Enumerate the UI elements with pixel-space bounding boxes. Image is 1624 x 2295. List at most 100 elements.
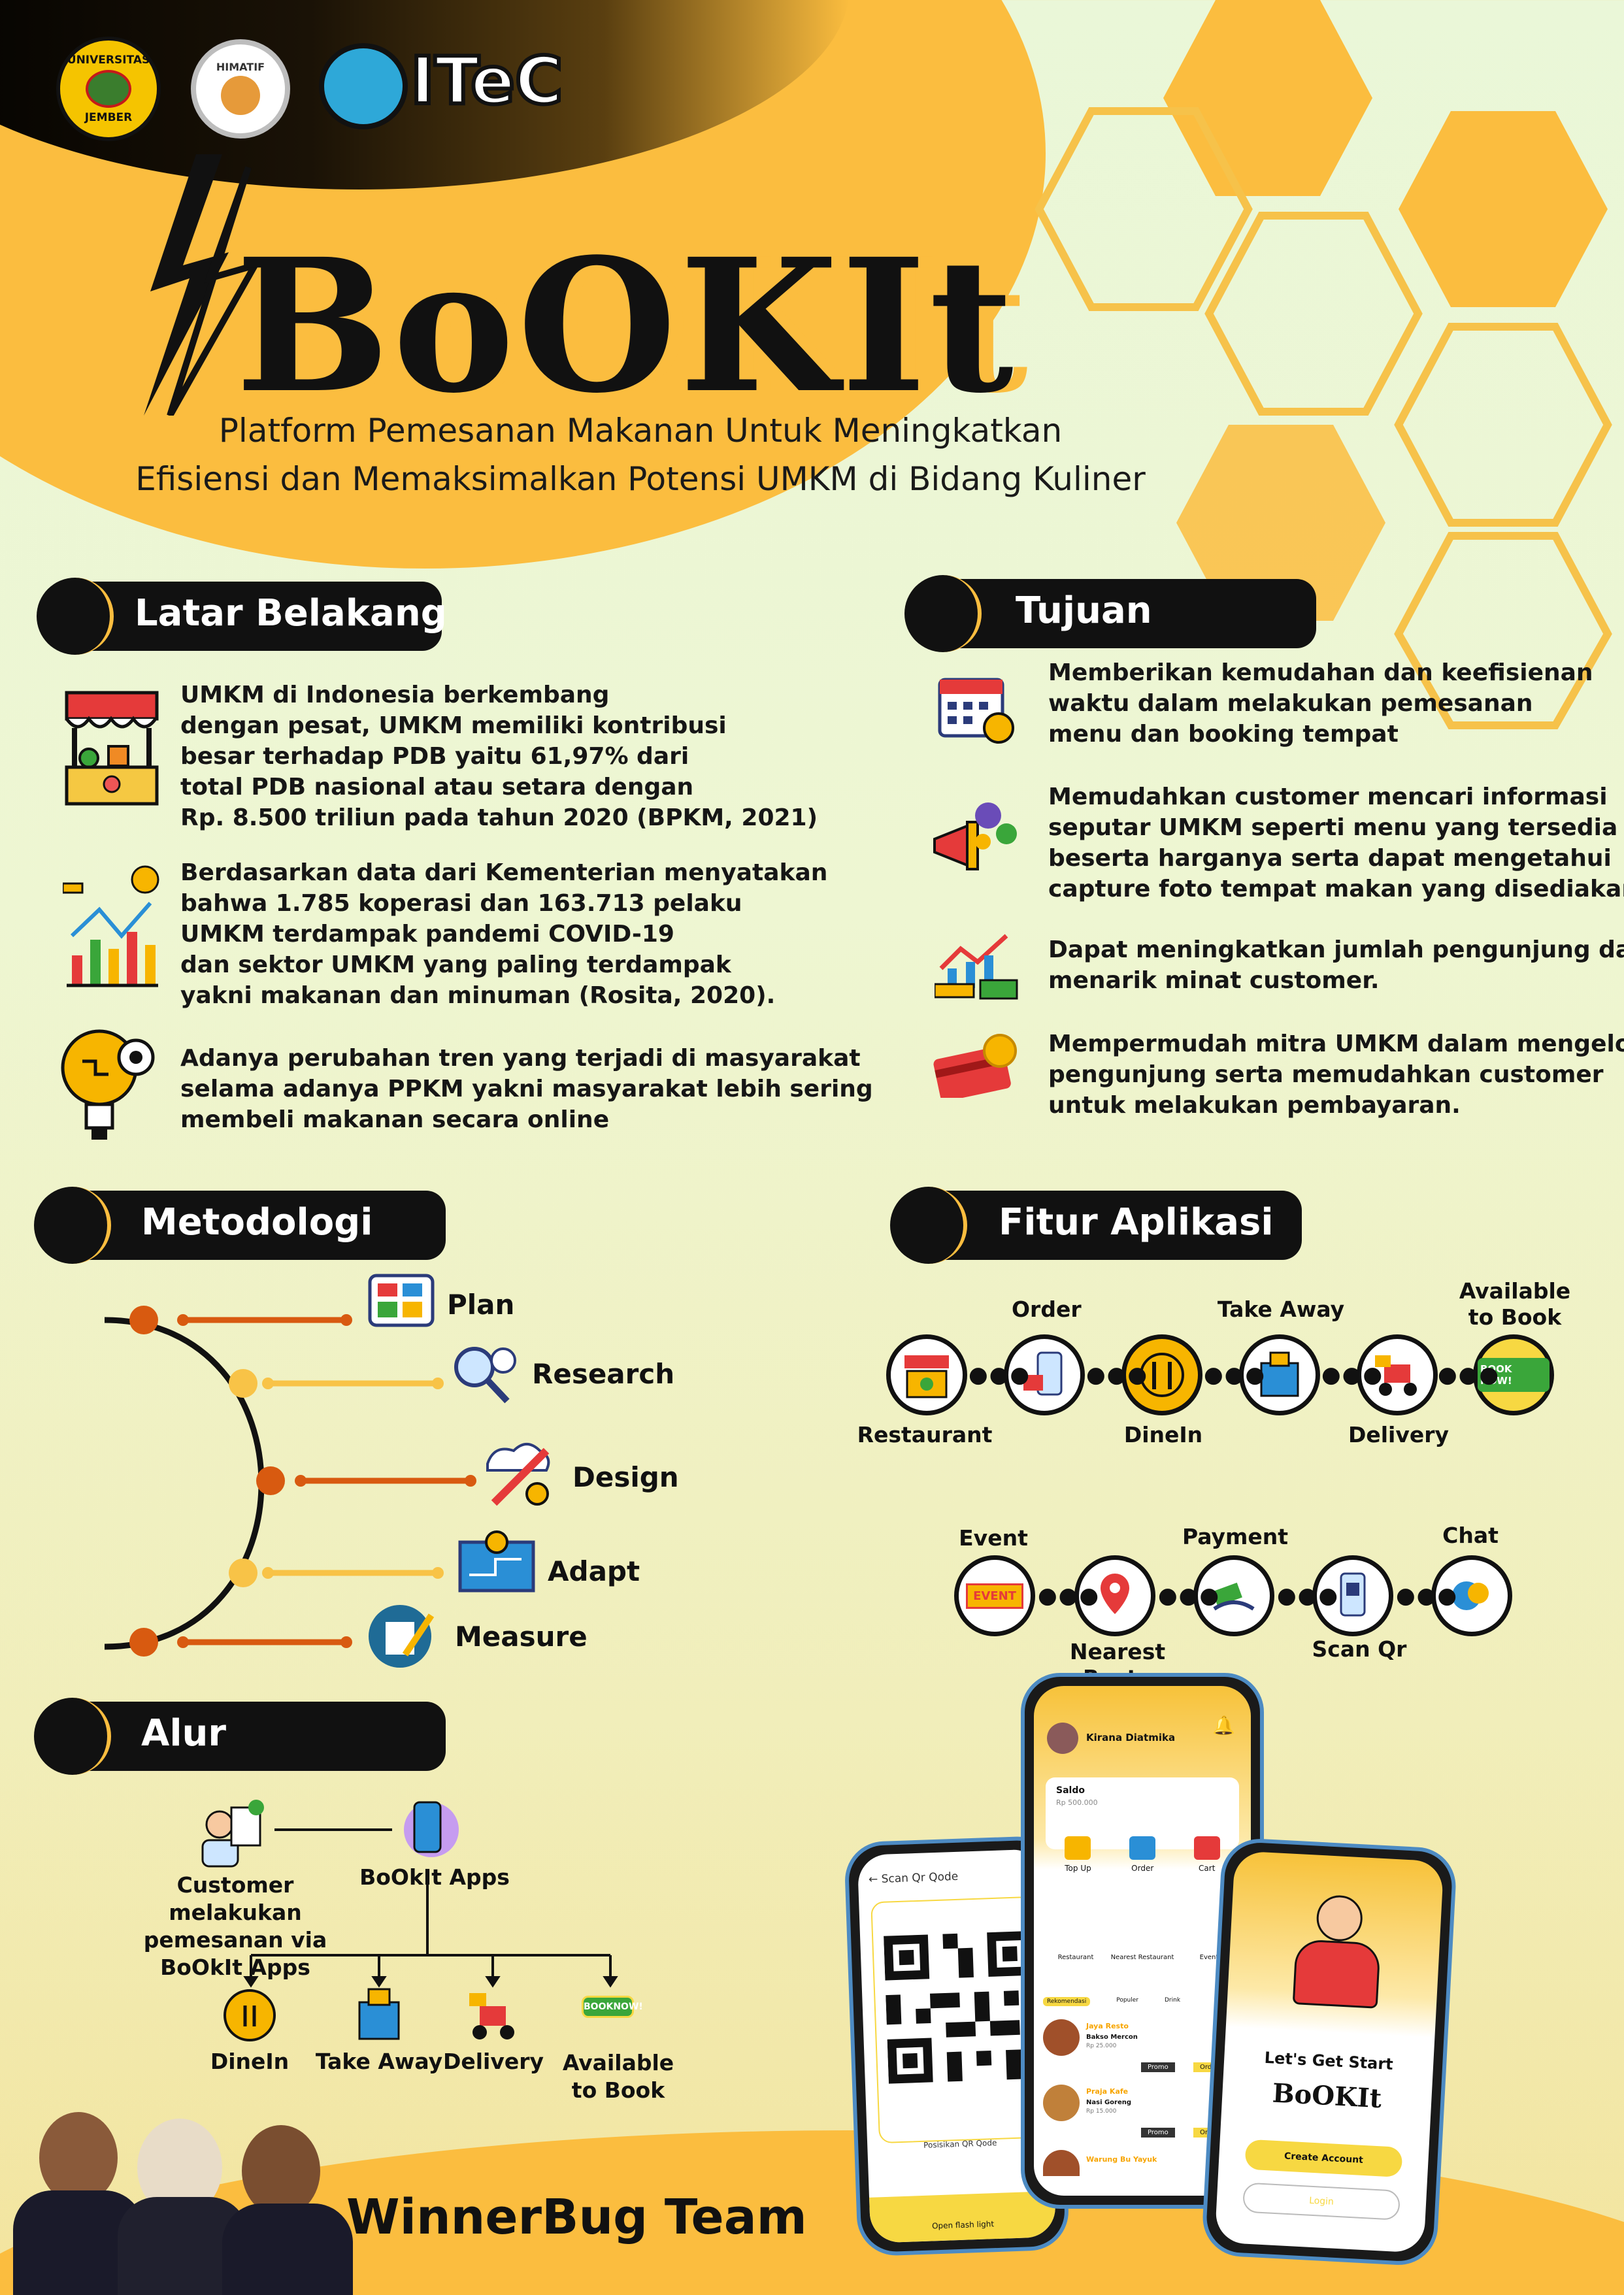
phone-start-mockup: Let's Get Start BoOKIt Create Account Lo…	[1201, 1837, 1458, 2267]
team-name: WinnerBug Team	[346, 2189, 807, 2245]
feature-scan-qr	[1312, 1555, 1393, 1636]
feature-event: EVENT	[954, 1555, 1035, 1636]
flow-customer-label: Customer melakukan pemesanan via BoOkIt …	[143, 1872, 327, 1980]
latar-paragraph-3: Adanya perubahan tren yang terjadi di ma…	[180, 1045, 873, 1133]
list-item[interactable]: Warung Bu Yayuk	[1043, 2150, 1251, 2176]
feature-takeaway	[1239, 1334, 1320, 1415]
book-now-badge: BOOK NOW!	[1478, 1358, 1549, 1392]
feature-label-dinein: DineIn	[1123, 1422, 1203, 1447]
user-name: Kirana Diatmika	[1086, 1732, 1176, 1743]
megaphone-icon	[933, 802, 1017, 870]
qr-title: ← Scan Qr Qode	[868, 1870, 959, 1887]
itec-logo: ITeC	[319, 42, 565, 131]
feature-label-takeaway: Take Away	[1217, 1296, 1345, 1322]
flow-takeaway-icon	[358, 1988, 400, 2040]
method-plan: Plan	[447, 1289, 515, 1321]
feature-label-order: Order	[1012, 1296, 1082, 1322]
flow-branch-dinein: DineIn	[210, 2049, 290, 2074]
method-design: Design	[572, 1461, 679, 1493]
cat-restaurant[interactable]: Restaurant	[1043, 1908, 1108, 1987]
feature-dinein	[1121, 1334, 1202, 1415]
hexagon-decoration	[1035, 0, 1612, 729]
section-latar-belakang: Latar Belakang	[37, 578, 447, 655]
tujuan-paragraph-1: Memberikan kemudahan dan keefisienan wakt…	[1048, 659, 1593, 748]
delivery-scooter-icon	[1375, 1355, 1417, 1396]
section-metodologi: Metodologi	[34, 1187, 446, 1264]
feature-delivery	[1357, 1334, 1438, 1415]
flow-apps-label: BoOkIt Apps	[359, 1864, 510, 1890]
feature-connector: ●●●	[1038, 1583, 1101, 1609]
money-growth-icon	[935, 934, 1018, 1000]
feature-payment	[1193, 1555, 1274, 1636]
topup-menu[interactable]: Top Up	[1065, 1827, 1091, 1892]
section-alur: Alur	[34, 1698, 446, 1775]
feature-connector: ●●●	[1086, 1362, 1149, 1388]
payment-handshake-icon	[1212, 1582, 1255, 1611]
flow-diagram	[243, 1828, 618, 1988]
chat-bubble-icon	[1452, 1581, 1489, 1610]
lightning-icon	[144, 154, 262, 416]
flow-branch-available: Available to Book	[562, 2050, 674, 2103]
scan-phone-icon	[1340, 1572, 1366, 1617]
tujuan-paragraph-4: Mempermudah mitra UMKM dalam mengelola pe…	[1048, 1031, 1624, 1119]
research-magnifier-icon	[454, 1347, 516, 1404]
order-menu[interactable]: Order	[1129, 1827, 1156, 1892]
team-photo	[13, 2112, 353, 2295]
create-account-button[interactable]: Create Account	[1244, 2139, 1403, 2178]
section-fitur-aplikasi: Fitur Aplikasi	[890, 1187, 1302, 1264]
latar-paragraph-1: UMKM di Indonesia berkembang dengan pesat…	[180, 682, 818, 831]
cart-menu[interactable]: Cart	[1193, 1827, 1220, 1892]
feature-restaurant	[886, 1334, 967, 1415]
flow-book-now-badge: BOOKNOW!	[582, 1996, 643, 2018]
design-pencil-icon	[486, 1443, 550, 1506]
feature-label-event: Event	[959, 1525, 1028, 1551]
cat-nearest[interactable]: Nearest Restaurant	[1110, 1908, 1175, 1987]
calendar-icon	[938, 678, 1014, 744]
tujuan-paragraph-3: Dapat meningkatkan jumlah pengunjung dan…	[1048, 936, 1624, 994]
plan-board-icon	[368, 1274, 435, 1327]
qr-code-icon	[884, 1930, 1036, 2084]
feature-order	[1004, 1334, 1085, 1415]
app-subtitle: Platform Pemesanan Makanan Untuk Meningk…	[135, 412, 1146, 498]
bookit-apps-icon	[404, 1801, 459, 1857]
feature-nearest-resto	[1074, 1555, 1155, 1636]
tab-populer[interactable]: Populer	[1116, 1997, 1138, 2004]
feature-label-restaurant: Restaurant	[857, 1422, 993, 1447]
tab-rekomendasi[interactable]: Rekomendasi	[1043, 1997, 1091, 2006]
adapt-blueprint-icon	[458, 1530, 535, 1593]
feature-label-delivery: Delivery	[1348, 1422, 1450, 1447]
feature-connector: ●●●	[1438, 1362, 1500, 1388]
feature-connector: ●●●	[1158, 1583, 1221, 1609]
method-research: Research	[532, 1358, 675, 1390]
saldo-label: Saldo	[1056, 1785, 1085, 1796]
market-stall-icon	[65, 691, 159, 806]
method-adapt: Adapt	[548, 1555, 640, 1587]
chef-illustration	[1285, 1893, 1389, 2029]
feature-label-chat: Chat	[1442, 1523, 1499, 1548]
flow-branch-takeaway: Take Away	[315, 2049, 443, 2074]
methodology-diagram	[104, 1306, 476, 1657]
brain-icon	[319, 43, 408, 129]
univ-jember-logo: UNIVERSITAS JEMBER	[56, 37, 161, 141]
tujuan-paragraph-2: Memudahkan customer mencari informasi sep…	[1048, 784, 1624, 902]
dinein-cutlery-icon	[1140, 1353, 1184, 1397]
feature-chat	[1431, 1555, 1512, 1636]
feature-connector: ●●●	[1396, 1583, 1459, 1609]
himatif-logo: HIMATIF	[191, 39, 290, 139]
measure-checklist-icon	[369, 1605, 435, 1668]
takeaway-bag-icon	[1260, 1351, 1299, 1397]
feature-connector: ●●●	[969, 1362, 1031, 1388]
event-badge: EVENT	[966, 1583, 1023, 1609]
flow-dinein-icon	[224, 1989, 276, 2041]
feature-connector: ●●●	[1204, 1362, 1267, 1388]
tab-drink[interactable]: Drink	[1165, 1997, 1181, 2004]
restaurant-icon	[904, 1355, 949, 1398]
feature-connector: ●●●	[1277, 1583, 1340, 1609]
login-button[interactable]: Login	[1242, 2182, 1401, 2221]
growth-chart-icon	[63, 865, 159, 987]
feature-label-scan-qr: Scan Qr	[1312, 1636, 1407, 1662]
bell-icon[interactable]: 🔔	[1212, 1715, 1235, 1736]
location-pin-icon	[1101, 1574, 1129, 1614]
flashlight-button[interactable]: Open flash light	[869, 2190, 1057, 2243]
flow-branch-delivery: Delivery	[442, 2049, 544, 2074]
